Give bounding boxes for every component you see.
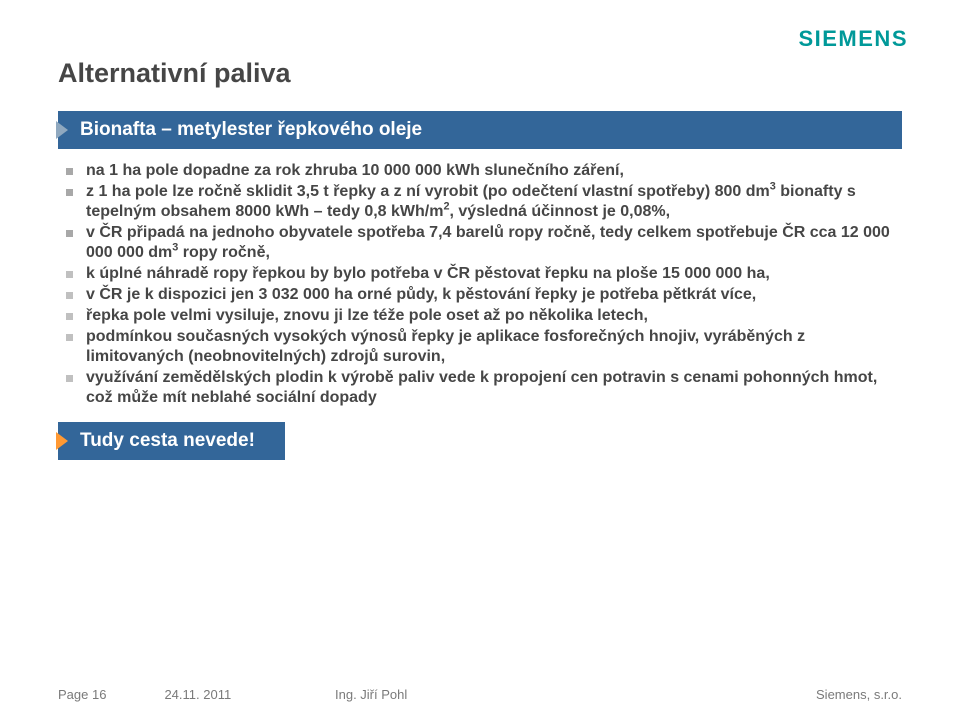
list-item: řepka pole velmi vysiluje, znovu ji lze …: [66, 306, 898, 326]
footer-company: Siemens, s.r.o.: [816, 687, 902, 702]
footer-author: Ing. Jiří Pohl: [335, 687, 407, 702]
footer-page: Page 16: [58, 687, 106, 702]
footer-date: 24.11. 2011: [164, 687, 231, 702]
subtitle-banner: Bionafta – metylester řepkového oleje: [58, 111, 902, 149]
list-item: v ČR připadá na jednoho obyvatele spotře…: [66, 223, 898, 263]
chevron-icon: [56, 432, 68, 450]
list-item: podmínkou současných vysokých výnosů řep…: [66, 327, 898, 367]
bullet-list: na 1 ha pole dopadne za rok zhruba 10 00…: [58, 157, 902, 408]
slide-content: Alternativní paliva Bionafta – metyleste…: [0, 0, 960, 460]
subtitle-text: Bionafta – metylester řepkového oleje: [80, 119, 422, 140]
list-item: v ČR je k dispozici jen 3 032 000 ha orn…: [66, 285, 898, 305]
list-item: na 1 ha pole dopadne za rok zhruba 10 00…: [66, 161, 898, 181]
footer: Page 16 24.11. 2011 Ing. Jiří Pohl Sieme…: [0, 687, 960, 702]
brand-logo: SIEMENS: [798, 26, 908, 52]
list-item: z 1 ha pole lze ročně sklidit 3,5 t řepk…: [66, 182, 898, 222]
chevron-icon: [56, 121, 68, 139]
list-item: k úplné náhradě ropy řepkou by bylo potř…: [66, 264, 898, 284]
page-title: Alternativní paliva: [58, 58, 902, 89]
list-item: využívání zemědělských plodin k výrobě p…: [66, 368, 898, 408]
callout-text: Tudy cesta nevede!: [80, 430, 255, 451]
callout-banner: Tudy cesta nevede!: [58, 422, 285, 460]
